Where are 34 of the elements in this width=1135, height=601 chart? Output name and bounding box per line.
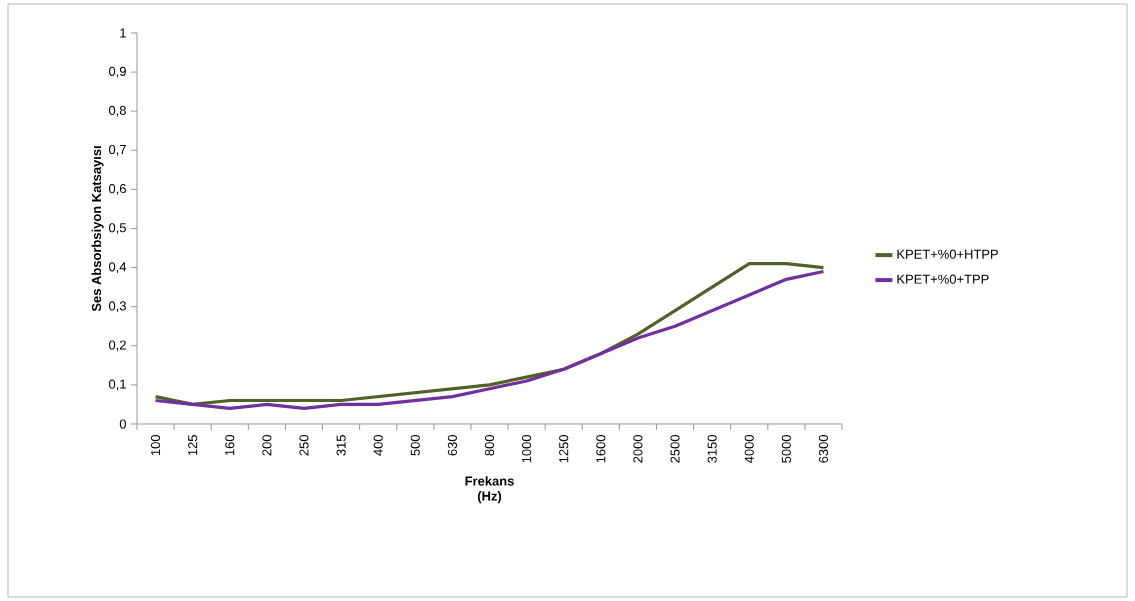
x-tick-label: 250 [299, 435, 309, 456]
y-tick-label: 0,1 [108, 379, 126, 391]
y-tick-label: 0,6 [108, 184, 126, 195]
x-tick-label: 1000 [522, 435, 532, 463]
x-tick-label: 200 [262, 435, 272, 456]
x-tick-label: 5000 [781, 435, 791, 463]
x-tick-label: 2500 [670, 435, 680, 463]
x-tick-label: 6300 [818, 435, 829, 463]
y-tick-label: 0,5 [108, 223, 126, 234]
x-tick-label: 800 [484, 435, 495, 456]
y-tick-label: 0,4 [108, 262, 127, 273]
x-tick-label: 100 [150, 435, 161, 456]
x-tick-label: 160 [225, 435, 235, 456]
x-tick-label: 3150 [707, 435, 717, 463]
y-tick-label: 0,8 [108, 105, 126, 117]
y-tick-label: 0,3 [108, 301, 126, 313]
x-tick-label: 315 [336, 435, 346, 456]
x-tick-label: 630 [447, 435, 457, 456]
y-tick-label: 0,9 [108, 66, 126, 78]
legend-label: KPET+%0+TPP [897, 274, 989, 284]
x-tick-label: 400 [373, 435, 383, 456]
x-tick-label: 2000 [633, 435, 643, 463]
y-tick-label: 0 [119, 419, 126, 429]
x-tick-label: 1600 [596, 435, 606, 463]
y-axis-title: Ses Absorbsiyon Katsayısı [91, 146, 104, 312]
x-tick-label: 1250 [559, 435, 569, 463]
x-axis-title: Frekans (Hz) [465, 476, 514, 504]
x-tick-label: 500 [410, 435, 420, 456]
x-tick-label: 125 [188, 435, 198, 456]
legend-label: KPET+%0+HTPP [897, 249, 998, 259]
y-tick-label: 0,7 [108, 144, 126, 156]
x-tick-label: 4000 [744, 435, 754, 464]
y-tick-label: 0,2 [108, 340, 126, 352]
y-tick-label: 1 [120, 28, 126, 38]
